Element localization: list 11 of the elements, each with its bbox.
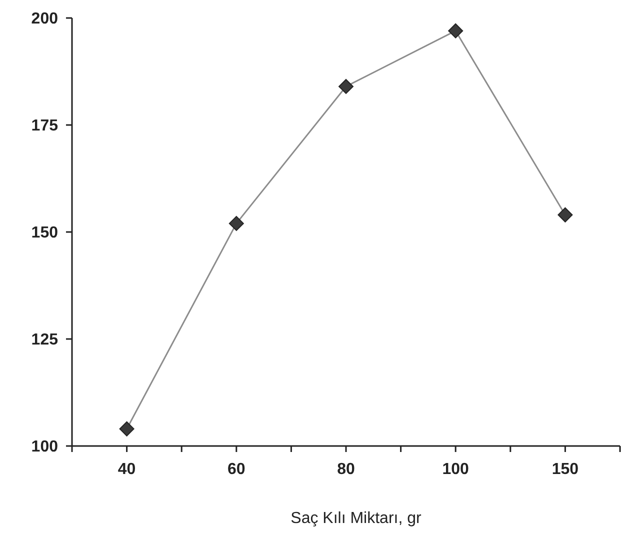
x-tick-label: 80 [337,461,355,478]
y-tick-label: 175 [31,118,58,135]
y-tick-label: 150 [31,224,58,242]
x-axis-title: Saç Kılı Miktarı, gr [290,510,422,527]
y-tick-label: 125 [31,332,58,349]
y-tick-label: 200 [31,10,58,28]
x-tick-label: 60 [228,461,246,478]
x-tick-label: 40 [118,461,136,478]
x-tick-label: 100 [442,461,470,478]
x-tick-label: 150 [552,461,579,478]
y-tick-label: 100 [31,438,58,456]
